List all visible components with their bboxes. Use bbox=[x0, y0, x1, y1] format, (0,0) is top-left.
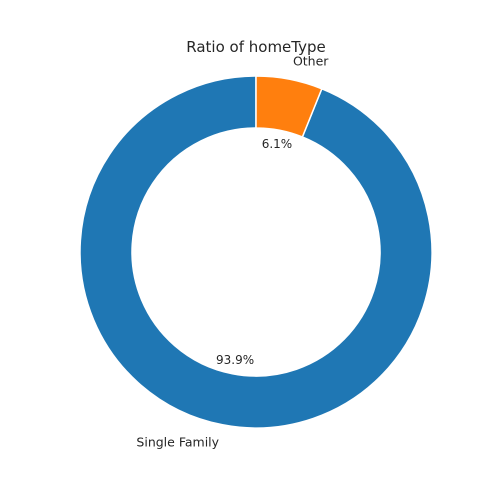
percent-label-other: 6.1% bbox=[262, 137, 293, 151]
donut-labels: Single Family 93.9% Other 6.1% bbox=[136, 54, 329, 450]
slice-single-family bbox=[79, 75, 433, 429]
donut-slices bbox=[79, 75, 433, 429]
chart-title: Ratio of homeType bbox=[186, 38, 325, 56]
category-label-single-family: Single Family bbox=[136, 434, 219, 449]
category-label-other: Other bbox=[293, 54, 329, 69]
slice-other bbox=[255, 75, 323, 138]
percent-label-single-family: 93.9% bbox=[216, 353, 254, 367]
